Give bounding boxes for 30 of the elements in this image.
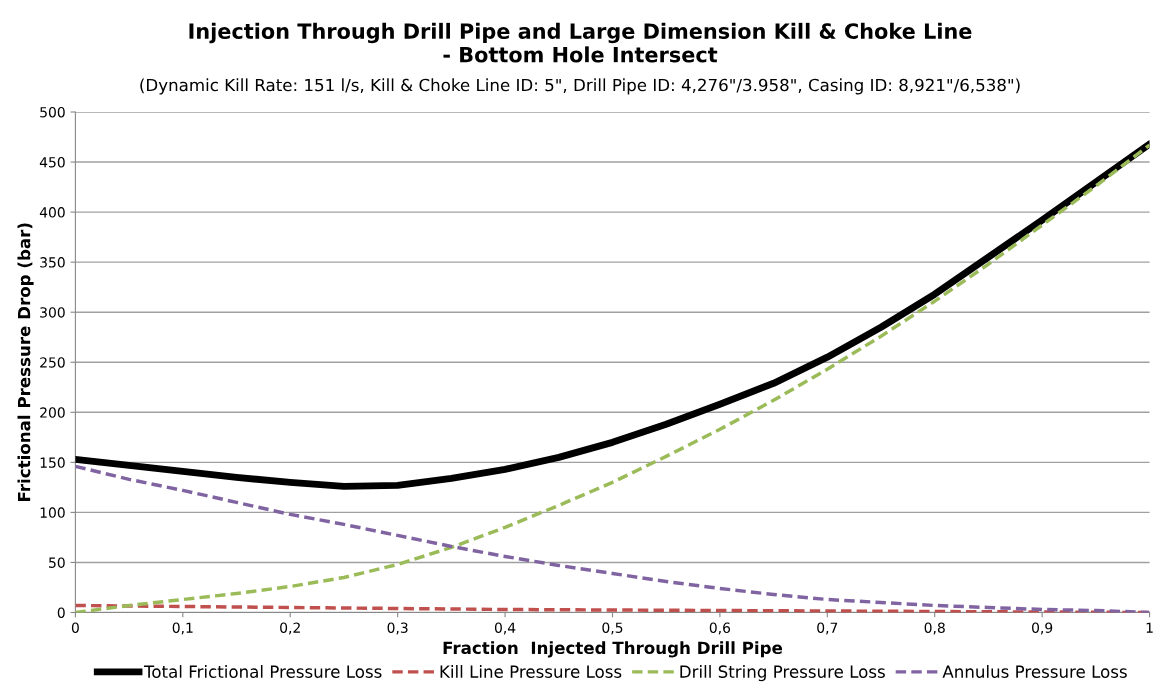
- x-tick-label: 0,1: [172, 622, 193, 635]
- x-tick-label: 0: [71, 622, 79, 633]
- y-tick-label: 450: [39, 157, 65, 168]
- x-tick-label: 0,9: [1032, 622, 1053, 635]
- y-tick-label: 350: [40, 257, 65, 268]
- legend-label: Total Frictional Pressure Loss: [143, 665, 382, 678]
- x-tick-label: 0,7: [817, 622, 838, 635]
- x-tick-label: 0,8: [924, 622, 945, 635]
- y-tick-label: 400: [39, 207, 65, 218]
- x-tick-label: 0,3: [387, 622, 408, 635]
- y-tick-label: 0: [57, 607, 65, 618]
- x-tick-label: 0,2: [280, 622, 300, 635]
- x-tick-label: 0,5: [602, 622, 623, 635]
- legend-label: Annulus Pressure Loss: [942, 665, 1127, 678]
- y-tick-label: 150: [40, 457, 65, 468]
- chart-subtitle: (Dynamic Kill Rate: 151 l/s, Kill & Choke Line ID: 5", Drill Pipe ID: 4,276"/3.958", Casing ID: 8,921"/6,538"): [140, 78, 1020, 95]
- y-tick-label: 250: [40, 357, 65, 368]
- y-tick-label: 100: [40, 507, 65, 518]
- y-tick-label: 200: [40, 407, 65, 418]
- x-tick-label: 0,6: [709, 622, 731, 635]
- y-tick-label: 300: [40, 307, 65, 318]
- y-tick-label: 500: [40, 106, 65, 118]
- y-axis-title: Frictional Pressure Drop (bar): [17, 223, 34, 501]
- chart-title: Injection Through Drill Pipe and Large Dimension Kill & Choke Line - Bottom Hole Intersect: [189, 22, 972, 63]
- x-tick-label: 0,4: [494, 622, 516, 635]
- x-axis-title: Fraction Injected Through Drill Pipe: [443, 641, 783, 658]
- y-tick-label: 50: [49, 557, 65, 568]
- x-tick-label: 1: [1146, 622, 1153, 633]
- legend-label: Kill Line Pressure Loss: [440, 665, 622, 678]
- legend-label: Drill String Pressure Loss: [680, 665, 885, 682]
